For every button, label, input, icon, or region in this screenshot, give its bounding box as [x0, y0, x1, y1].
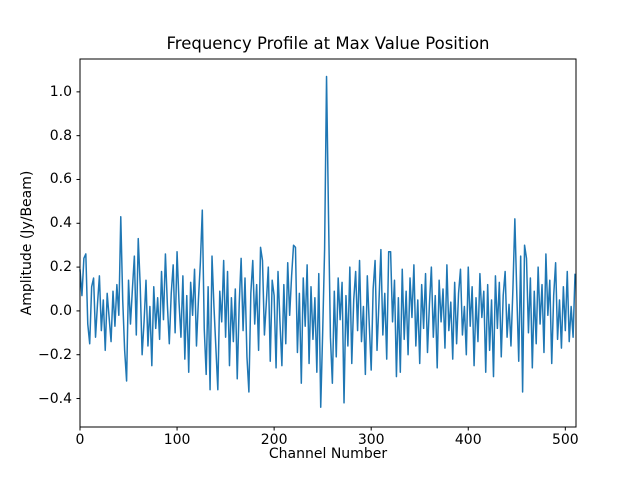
x-tick-label: 300: [357, 432, 385, 448]
x-tick-label: 400: [454, 432, 482, 448]
y-tick-label: 0.6: [49, 171, 72, 188]
x-axis-label: Channel Number: [268, 446, 388, 462]
data-line: [79, 75, 576, 409]
y-tick-label: 0.0: [49, 302, 72, 319]
y-tick-label: 1.0: [49, 83, 72, 100]
y-tick-label: 0.4: [49, 215, 72, 232]
y-tick-label: 0.2: [49, 259, 72, 276]
x-tick-label: 100: [163, 432, 191, 448]
y-axis-label: Amplitude (Jy/Beam): [19, 170, 35, 316]
x-tick-label: 200: [260, 432, 288, 448]
y-tick-label: −0.4: [38, 390, 72, 407]
chart-title: Frequency Profile at Max Value Position: [166, 34, 490, 53]
x-tick-label: 0: [75, 432, 85, 448]
x-tick-label: 500: [551, 432, 579, 448]
y-tick-label: −0.2: [38, 346, 72, 363]
y-tick-label: 0.8: [49, 127, 72, 144]
plot-spines: [79, 58, 577, 428]
